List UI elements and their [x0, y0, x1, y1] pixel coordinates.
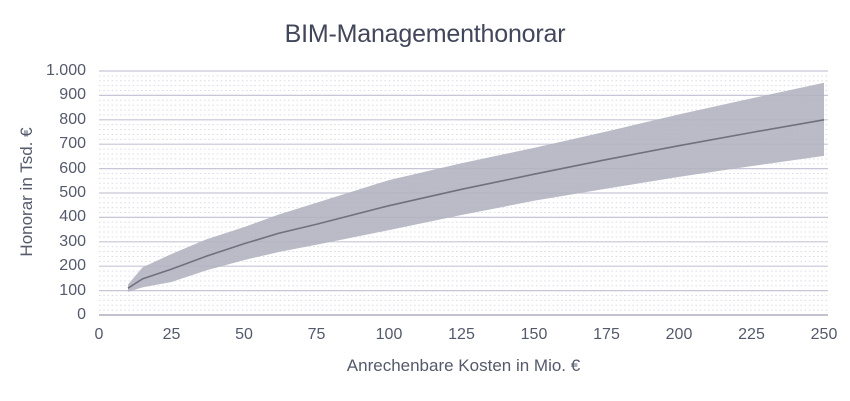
- x-tick-label: 125: [448, 326, 475, 343]
- x-tick-label: 225: [738, 326, 765, 343]
- x-tick-label: 100: [375, 326, 403, 343]
- fee-center-line: [127, 119, 825, 289]
- x-tick-label: 250: [810, 326, 838, 343]
- chart-title: BIM-Managementhonorar: [284, 20, 566, 48]
- y-tick-label: 300: [59, 232, 86, 250]
- y-tick-label: 100: [59, 281, 86, 299]
- fee-range-band: [128, 82, 824, 292]
- y-tick-label: 400: [59, 208, 86, 226]
- y-tick-label: 200: [59, 257, 86, 275]
- x-tick-label: 50: [235, 326, 253, 343]
- y-tick-label: 900: [59, 86, 86, 104]
- x-tick-label: 200: [665, 326, 693, 343]
- y-tick-label: 1.000: [45, 62, 86, 79]
- x-tick-label: 75: [307, 326, 326, 343]
- x-axis-title: Anrechenbare Kosten in Mio. €: [346, 356, 581, 375]
- series-group: [127, 82, 825, 292]
- x-tick-label: 150: [520, 326, 548, 343]
- x-tick-label: 0: [94, 326, 104, 343]
- y-tick-label: 800: [59, 110, 86, 128]
- x-tick-label: 25: [162, 326, 181, 343]
- y-tick-label: 0: [77, 306, 86, 323]
- y-tick-label: 600: [59, 159, 86, 177]
- y-tick-label: 700: [59, 135, 86, 153]
- x-tick-label: 175: [593, 326, 620, 343]
- y-tick-label: 500: [59, 184, 86, 201]
